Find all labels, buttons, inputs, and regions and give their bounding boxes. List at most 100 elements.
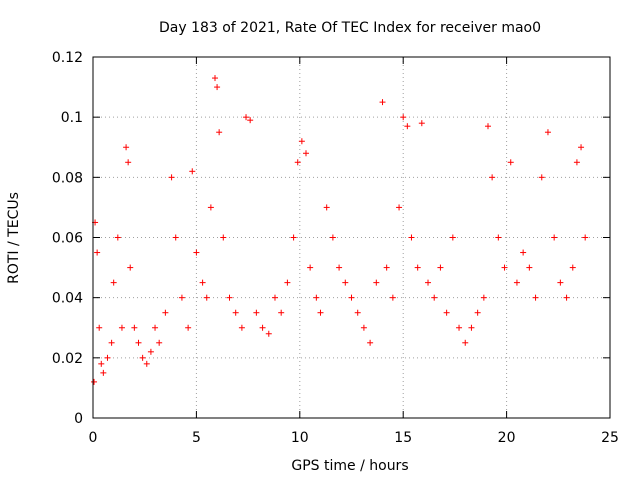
x-tick-label: 15	[394, 430, 412, 446]
data-point	[329, 234, 336, 241]
y-tick-label: 0.12	[52, 50, 83, 66]
data-point	[569, 264, 576, 271]
data-point	[193, 249, 200, 256]
data-point	[520, 249, 527, 256]
data-point	[480, 294, 487, 301]
data-point	[131, 324, 138, 331]
data-point	[199, 279, 206, 286]
y-tick-label: 0.02	[52, 351, 83, 367]
data-point	[96, 324, 103, 331]
data-point	[152, 324, 159, 331]
data-point	[389, 294, 396, 301]
data-point	[108, 339, 115, 346]
data-point	[243, 114, 250, 121]
data-point	[437, 264, 444, 271]
data-point	[139, 354, 146, 361]
data-point	[216, 129, 223, 136]
x-axis-label: GPS time / hours	[291, 458, 408, 474]
data-point	[501, 264, 508, 271]
data-point	[468, 324, 475, 331]
data-point	[185, 324, 192, 331]
x-tick-label: 0	[89, 430, 98, 446]
data-point	[278, 309, 285, 316]
x-tick-label: 5	[192, 430, 201, 446]
data-point	[271, 294, 278, 301]
data-point	[303, 150, 310, 157]
data-point	[578, 144, 585, 151]
data-point	[425, 279, 432, 286]
data-points	[91, 75, 589, 385]
grid-lines	[93, 57, 610, 418]
data-point	[259, 324, 266, 331]
data-point	[400, 114, 407, 121]
data-point	[94, 249, 101, 256]
data-point	[214, 84, 221, 91]
data-point	[114, 234, 121, 241]
data-point	[551, 234, 558, 241]
data-point	[162, 309, 169, 316]
data-point	[290, 234, 297, 241]
axis-ticks	[92, 56, 611, 419]
data-point	[104, 354, 111, 361]
y-tick-label: 0.06	[52, 231, 83, 247]
y-tick-label: 0.1	[61, 110, 83, 126]
data-point	[172, 234, 179, 241]
data-point	[127, 264, 134, 271]
y-tick-label: 0	[74, 411, 83, 427]
data-point	[100, 369, 107, 376]
data-point	[431, 294, 438, 301]
data-point	[532, 294, 539, 301]
data-point	[207, 204, 214, 211]
data-point	[462, 339, 469, 346]
data-point	[323, 204, 330, 211]
data-point	[118, 324, 125, 331]
data-point	[313, 294, 320, 301]
data-point	[414, 264, 421, 271]
data-point	[342, 279, 349, 286]
data-point	[557, 279, 564, 286]
data-point	[156, 339, 163, 346]
data-point	[220, 234, 227, 241]
data-point	[143, 360, 150, 367]
plot-frame	[92, 56, 611, 419]
data-point	[563, 294, 570, 301]
data-point	[212, 75, 219, 82]
data-point	[418, 120, 425, 127]
data-point	[135, 339, 142, 346]
data-point	[147, 348, 154, 355]
data-point	[123, 144, 130, 151]
data-point	[284, 279, 291, 286]
data-point	[449, 234, 456, 241]
x-tick-label: 25	[601, 430, 619, 446]
data-point	[373, 279, 380, 286]
data-point	[379, 99, 386, 106]
data-point	[336, 264, 343, 271]
data-point	[582, 234, 589, 241]
data-point	[238, 324, 245, 331]
data-point	[383, 264, 390, 271]
data-point	[226, 294, 233, 301]
data-point	[404, 123, 411, 130]
x-tick-label: 10	[291, 430, 309, 446]
data-point	[408, 234, 415, 241]
data-point	[396, 204, 403, 211]
y-axis-label: ROTI / TECUs	[6, 192, 22, 284]
data-point	[495, 234, 502, 241]
data-point	[125, 159, 132, 166]
data-point	[91, 378, 98, 385]
data-point	[348, 294, 355, 301]
data-point	[354, 309, 361, 316]
data-point	[203, 294, 210, 301]
data-point	[507, 159, 514, 166]
data-point	[443, 309, 450, 316]
data-point	[538, 174, 545, 181]
data-point	[294, 159, 301, 166]
x-tick-label: 20	[498, 430, 516, 446]
data-point	[544, 129, 551, 136]
data-point	[247, 117, 254, 124]
data-point	[526, 264, 533, 271]
data-point	[98, 360, 105, 367]
x-tick-labels: 0 5 10 15 20 25	[89, 430, 619, 446]
data-point	[298, 138, 305, 145]
